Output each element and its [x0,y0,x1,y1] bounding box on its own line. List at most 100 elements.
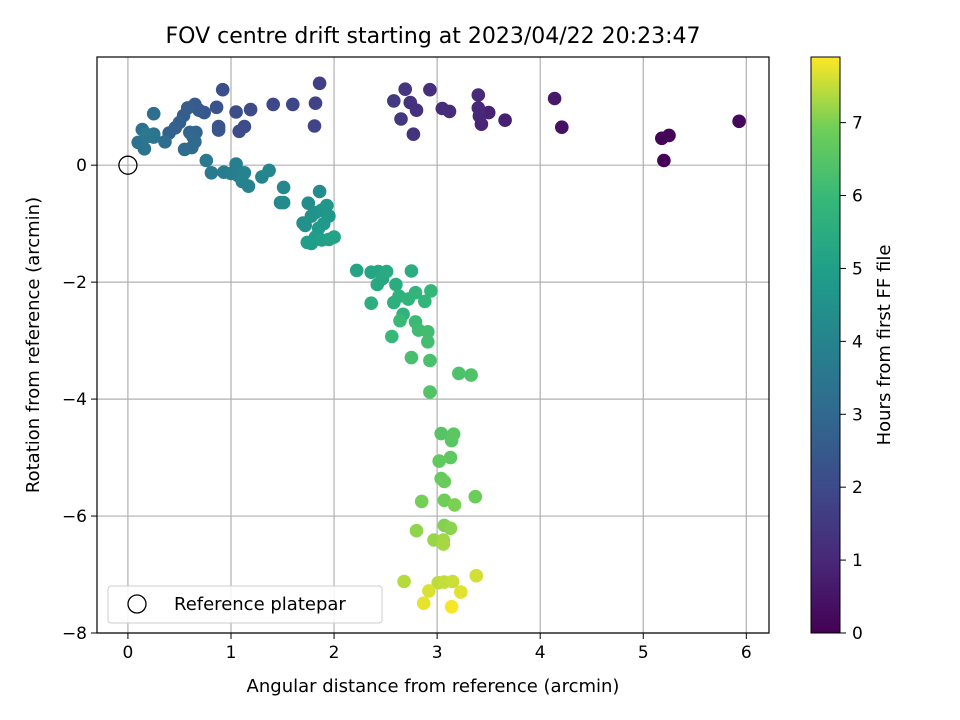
data-point [447,498,462,512]
data-point [243,102,258,117]
data-point [204,166,219,180]
data-point [404,264,419,278]
data-point [421,335,435,349]
data-point [437,474,452,489]
plot-frame [96,56,770,634]
chart-title: FOV centre drift starting at 2023/04/22 … [166,24,701,49]
data-point [432,454,447,468]
data-point [436,537,451,551]
data-point [394,112,408,126]
data-point [312,184,327,199]
data-point [404,350,419,365]
data-point [443,450,458,465]
data-point [445,574,460,589]
data-point [464,368,478,382]
y-tick-label: −2 [62,273,87,293]
data-point [276,195,291,210]
legend: Reference platepar [107,585,383,624]
data-point [308,96,323,110]
data-point [370,277,385,292]
colorbar [810,56,841,634]
data-point [327,230,341,244]
data-point [555,120,569,134]
data-point [387,94,401,108]
data-point [468,489,483,504]
x-axis-label: Angular distance from reference (arcmin) [247,676,620,697]
x-tick-label: 3 [432,643,443,663]
x-tick-label: 4 [535,643,546,663]
data-point [446,427,461,442]
data-point [469,568,484,583]
colorbar-tick-label: 4 [852,332,863,352]
data-point [301,196,316,210]
data-point [379,264,394,279]
y-tick-label: −4 [62,390,87,410]
data-point [452,366,466,381]
data-point [418,294,432,309]
data-point [423,353,437,368]
data-point [498,113,512,127]
y-axis-ticks: −8 −6 −4 −2 0 [62,156,97,644]
data-point [397,574,411,589]
data-point [423,82,437,97]
data-point [262,163,276,178]
data-point [286,97,300,112]
data-point [320,198,334,213]
data-point [199,153,214,168]
data-point [454,585,468,599]
data-point [434,426,449,441]
colorbar-tick-label: 7 [852,114,863,134]
data-point [398,82,413,96]
data-point [307,119,322,133]
data-point [444,599,459,614]
colorbar-tick-label: 6 [852,187,863,207]
data-point [209,100,224,115]
data-point [424,284,438,298]
data-point [364,296,379,311]
colorbar-tick-label: 1 [852,551,863,571]
x-axis-ticks: 0 1 2 3 4 5 6 [123,633,752,663]
y-tick-label: −6 [62,507,87,527]
colorbar-tick-label: 2 [852,478,863,498]
data-point [266,97,281,112]
data-point [215,82,230,97]
data-point [229,157,243,171]
colorbar-tick-label: 5 [852,259,863,279]
x-tick-label: 1 [226,643,237,663]
data-point [471,101,486,115]
y-tick-label: −8 [62,624,87,644]
data-point [408,285,423,300]
x-tick-label: 0 [123,643,134,663]
colorbar-tick-label: 0 [852,624,863,644]
data-point [385,329,399,344]
colorbar-tick-label: 3 [852,405,863,425]
data-point [547,91,562,106]
colorbar-label: Hours from first FF file [874,245,895,446]
reference-point-marker [118,155,138,175]
data-point [406,127,421,141]
data-point [409,523,424,538]
data-point [422,584,436,598]
data-point [232,124,246,139]
x-tick-label: 5 [638,643,649,663]
data-point [211,123,226,137]
data-point [276,180,291,195]
x-tick-label: 6 [741,643,752,663]
data-point [146,106,161,121]
data-point [139,127,154,141]
colorbar-ticks: 0 1 2 3 4 5 6 7 [840,114,863,644]
data-point [137,142,152,156]
data-point [393,313,407,328]
data-point [158,135,172,149]
data-point [443,521,458,536]
data-point [229,105,243,119]
data-point [300,235,315,250]
data-point [657,153,671,168]
data-point [403,95,418,110]
data-points [131,76,746,614]
data-point [435,101,450,116]
data-point [421,325,435,339]
data-point [312,76,327,91]
data-point [437,493,452,508]
